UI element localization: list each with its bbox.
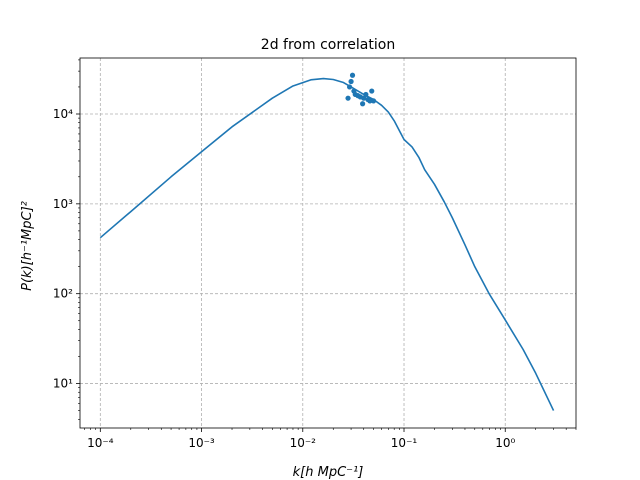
data-point (370, 98, 377, 104)
data-point (349, 72, 356, 78)
chart-title: 2d from correlation (261, 37, 395, 53)
x-tick-label: 10⁻² (290, 436, 317, 450)
data-point (363, 91, 369, 98)
data-point (346, 84, 353, 90)
x-axis: 10⁻⁴ 10⁻³ 10⁻² 10⁻¹ 10⁰ (84, 428, 577, 450)
x-tick-label: 10⁻³ (188, 436, 215, 450)
x-axis-label: k[h MpC⁻¹] (293, 465, 364, 480)
y-tick-label: 10¹ (53, 377, 73, 391)
power-spectrum-line (99, 77, 555, 411)
data-point (369, 88, 375, 94)
x-tick-label: 10⁰ (495, 436, 515, 450)
y-tick-label: 10³ (53, 197, 73, 211)
grid (80, 58, 576, 428)
data-point (348, 78, 354, 85)
y-axis-label: P(k)[h⁻¹MpC]² (20, 201, 35, 291)
y-tick-label: 10² (53, 287, 73, 301)
data-point (345, 95, 351, 101)
y-axis: 10¹ 10² 10³ 10⁴ (53, 59, 80, 420)
y-tick-label: 10⁴ (53, 107, 73, 121)
axes-frame (79, 57, 577, 429)
x-tick-label: 10⁻⁴ (87, 436, 114, 450)
x-tick-label: 10⁻¹ (391, 436, 418, 450)
plot-area (99, 72, 555, 411)
data-point (360, 101, 366, 107)
data-point (367, 98, 373, 104)
